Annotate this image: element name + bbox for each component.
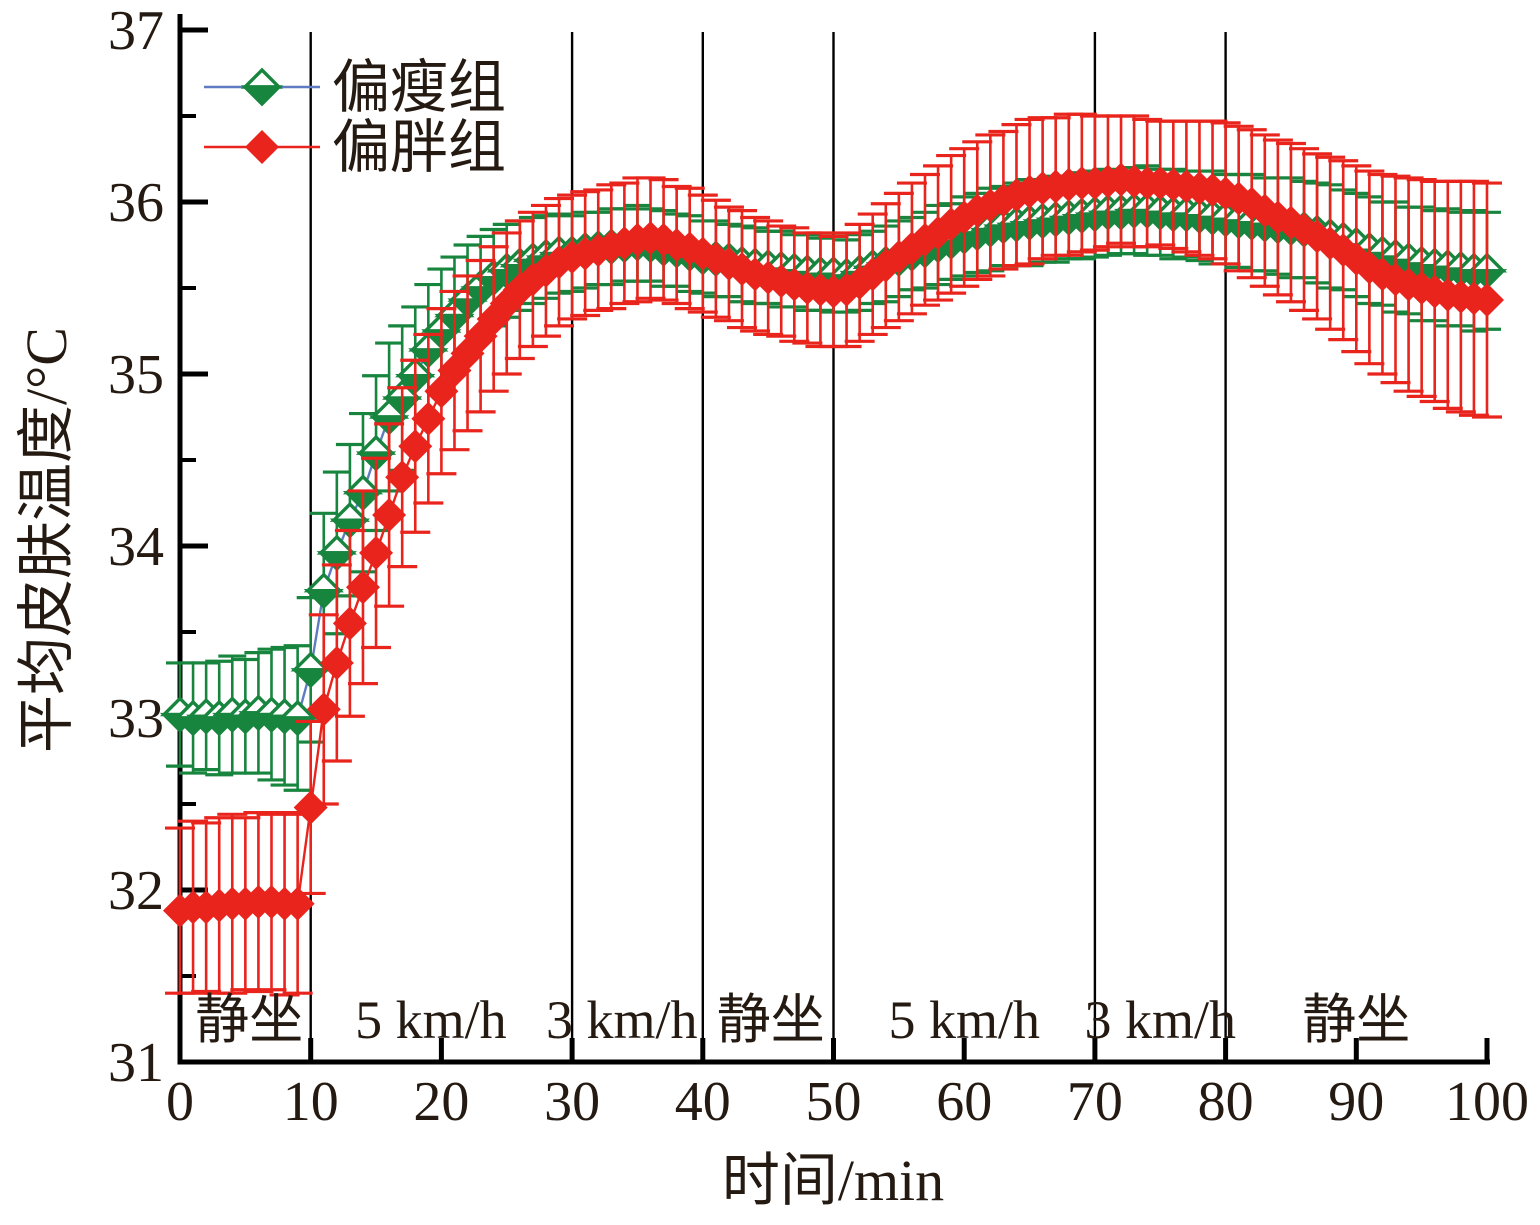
phase-label: 3 km/h <box>1084 990 1236 1050</box>
data-point-marker <box>398 429 433 464</box>
data-point-marker-bottom <box>316 551 357 572</box>
legend: 偏瘦组 偏胖组 <box>204 55 506 180</box>
x-axis-title: 时间/min <box>722 1148 944 1213</box>
x-tick-label: 70 <box>1067 1071 1123 1133</box>
data-point-marker <box>372 498 407 533</box>
data-point-marker-top <box>316 534 357 555</box>
data-series <box>159 112 1508 997</box>
data-point-marker <box>528 253 563 288</box>
y-tick-label: 33 <box>108 688 164 750</box>
x-tick-label: 80 <box>1198 1071 1254 1133</box>
x-tick-label: 30 <box>544 1071 600 1133</box>
data-point-marker <box>359 535 394 570</box>
legend-marker-lean-top <box>240 67 284 89</box>
data-point-marker-top <box>355 434 397 455</box>
y-tick-label: 34 <box>108 516 164 578</box>
legend-marker-fat <box>245 130 279 164</box>
data-point-marker-top <box>303 572 344 593</box>
phase-label: 5 km/h <box>355 990 507 1050</box>
phase-label: 5 km/h <box>888 990 1040 1050</box>
data-point-marker <box>332 606 367 641</box>
series-偏胖组 <box>163 112 1504 997</box>
y-tick-label: 35 <box>108 344 164 406</box>
y-axis-title: 平均皮肤温度/°C <box>14 327 79 753</box>
x-tick-label: 60 <box>936 1071 992 1133</box>
data-point-marker <box>280 886 315 921</box>
data-point-marker <box>306 692 341 727</box>
legend-label-fat: 偏胖组 <box>332 115 506 180</box>
x-tick-label: 10 <box>283 1071 339 1133</box>
data-point-marker-bottom <box>303 589 344 610</box>
tick-labels: 31 32 33 34 35 36 37 0 10 20 30 40 50 60 70 80 90 100 <box>108 0 1529 1133</box>
data-point-marker-bottom <box>290 668 331 689</box>
phase-label: 静坐 <box>1302 990 1410 1050</box>
x-tick-label: 40 <box>675 1071 731 1133</box>
y-tick-label: 37 <box>108 0 164 62</box>
data-point-marker <box>293 790 328 825</box>
x-tick-label: 20 <box>413 1071 469 1133</box>
y-tick-label: 32 <box>108 860 164 922</box>
phase-label: 3 km/h <box>546 990 698 1050</box>
data-point-marker-bottom <box>329 518 371 539</box>
data-point-marker <box>411 401 446 436</box>
phase-label: 静坐 <box>717 990 825 1050</box>
x-tick-label: 100 <box>1445 1071 1529 1133</box>
data-point-marker <box>1470 283 1504 318</box>
data-point-marker <box>385 460 420 495</box>
markers <box>163 162 1504 928</box>
legend-fat-diamond-icon <box>245 130 279 164</box>
legend-marker-lean-bottom <box>240 85 284 107</box>
phase-labels: 静坐 5 km/h 3 km/h 静坐 5 km/h 3 km/h 静坐 <box>195 990 1410 1050</box>
data-point-marker <box>881 240 916 275</box>
axes <box>177 14 1490 1065</box>
x-tick-label: 0 <box>166 1071 194 1133</box>
x-tick-label: 90 <box>1328 1071 1384 1133</box>
data-point-marker <box>542 245 577 280</box>
legend-label-lean: 偏瘦组 <box>332 55 506 120</box>
data-point-marker <box>319 645 354 680</box>
legend-lean-diamond-icon <box>240 67 284 107</box>
x-tick-label: 50 <box>806 1071 862 1133</box>
y-tick-label: 36 <box>108 172 164 234</box>
phase-label: 静坐 <box>195 990 303 1050</box>
y-tick-label: 31 <box>108 1032 164 1094</box>
data-point-marker <box>345 570 380 605</box>
